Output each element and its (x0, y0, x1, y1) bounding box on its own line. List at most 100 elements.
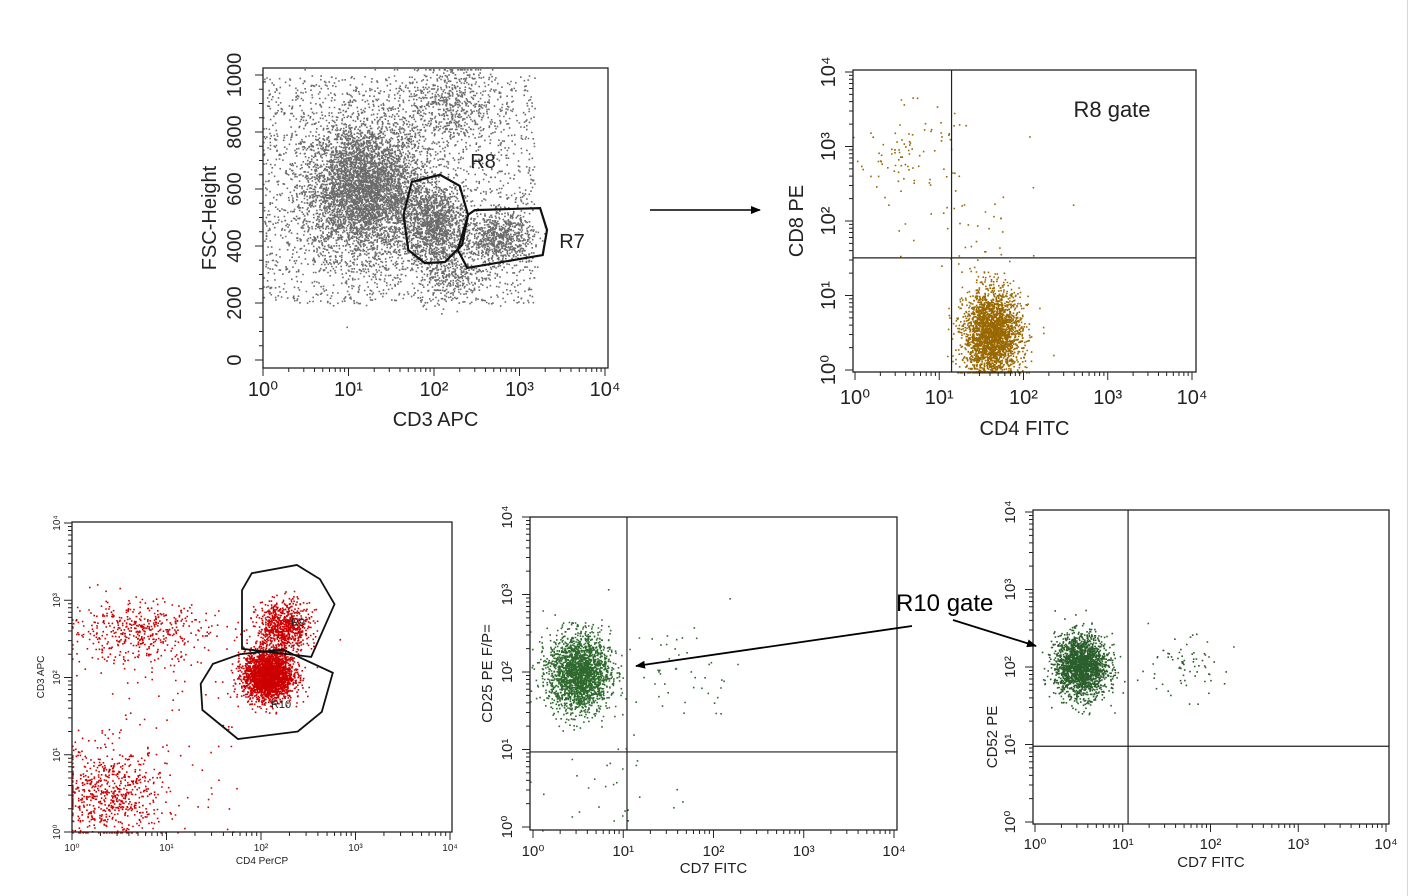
x-tick-label: 10² (1009, 387, 1038, 409)
x-tick-label: 10⁴ (590, 379, 621, 401)
y-tick-label: 10¹ (52, 747, 63, 762)
y-tick-label: 10³ (818, 132, 840, 161)
x-tick-label: 10¹ (925, 387, 954, 409)
point-cloud (263, 75, 536, 305)
point-cloud (378, 69, 516, 161)
point-cloud (385, 157, 491, 284)
population-2 (1142, 622, 1235, 705)
gate-r7[interactable] (456, 206, 549, 270)
x-tick-label: 10² (703, 843, 725, 860)
data-points (530, 589, 739, 832)
population-2 (635, 598, 739, 715)
population-3 (72, 584, 220, 684)
y-tick-label: 10² (818, 206, 840, 235)
x-tick-label: 10³ (348, 843, 363, 854)
point-cloud (1041, 609, 1139, 716)
data-points (853, 97, 1075, 374)
y-tick-label: 10⁴ (52, 515, 63, 530)
y-axis-label: CD3 APC (36, 656, 47, 699)
x-tick-label: 10¹ (334, 379, 363, 401)
x-tick-label: 10⁴ (1374, 836, 1397, 853)
population-1 (947, 260, 1055, 374)
point-cloud (445, 182, 547, 275)
x-tick-label: 10³ (1093, 387, 1122, 409)
population-4 (72, 718, 213, 834)
y-tick-label: 10⁰ (52, 824, 63, 839)
point-cloud (530, 734, 684, 832)
y-tick-label: 1000 (224, 53, 246, 98)
x-tick-label: 10⁰ (840, 387, 870, 409)
y-axis-label: CD52 PE (984, 706, 1001, 769)
point-cloud (72, 718, 213, 834)
population-6 (263, 75, 536, 305)
y-tick-label: 0 (224, 354, 246, 365)
point-cloud (1142, 622, 1235, 705)
plot-d: 10⁰ 10¹ 10² 10³ 10⁴ 10⁰ 10¹ 10² 10³ 10⁴ CD7 FITC CD… (479, 505, 906, 877)
y-tick-label: 600 (224, 172, 246, 205)
y-axis-label: CD25 PE F/P= (479, 624, 496, 723)
x-axis-label: CD7 FITC (1177, 854, 1245, 871)
y-tick-label: 200 (224, 286, 246, 319)
r10-gate-arrow-right (952, 619, 1037, 648)
x-axis-label: CD4 PerCP (236, 856, 289, 867)
data-points (72, 584, 342, 834)
gate-r8[interactable] (402, 173, 470, 265)
y-tick-label: 10¹ (1002, 734, 1019, 756)
plot-a: 10⁰ 10¹ 10² 10³ 10⁴ 0 200 400 600 800 1000 CD3 APC F… (199, 53, 620, 431)
x-axis-label: CD7 FITC (680, 860, 748, 877)
gate-label-r8: R8 (470, 151, 496, 173)
gate-r10[interactable] (199, 648, 334, 740)
y-tick-label: 10⁰ (818, 355, 840, 385)
point-cloud (853, 97, 967, 214)
y-tick-label: 10¹ (818, 281, 840, 310)
population-1 (1041, 609, 1139, 716)
axis-ticks (64, 522, 451, 840)
x-tick-label: 10⁴ (1177, 387, 1208, 409)
r10-gate-label: R10 gate (896, 590, 993, 617)
x-tick-label: 10⁰ (522, 843, 545, 860)
y-tick-label: 10² (499, 661, 516, 683)
gate-label-r10: R10 (271, 699, 291, 711)
y-tick-label: 400 (224, 229, 246, 262)
y-tick-label: 800 (224, 115, 246, 148)
y-tick-label: 10¹ (499, 739, 516, 761)
x-tick-label: 10² (254, 843, 269, 854)
point-cloud (72, 584, 220, 684)
population-2 (853, 97, 967, 214)
y-tick-label: 10⁴ (818, 57, 840, 88)
x-tick-label: 10³ (505, 379, 534, 401)
y-tick-label: 10⁴ (1002, 500, 1019, 523)
y-tick-label: 10³ (52, 592, 63, 607)
plot-b: 10⁰ 10¹ 10² 10³ 10⁴ 10⁰ 10¹ 10² 10³ 10⁴ CD4 FITC CD… (786, 57, 1207, 440)
x-axis-label: CD3 APC (393, 409, 479, 431)
plot-title: R8 gate (1073, 97, 1150, 122)
x-tick-label: 10¹ (1112, 836, 1134, 853)
gate-r9[interactable] (241, 564, 336, 658)
population-2 (245, 590, 342, 669)
y-axis-label: CD8 PE (786, 185, 808, 257)
plot-e: 10⁰ 10¹ 10² 10³ 10⁴ 10⁰ 10¹ 10² 10³ 10⁴ CD7 FITC CD… (984, 500, 1398, 871)
x-tick-label: 10² (420, 379, 449, 401)
x-tick-label: 10⁰ (64, 843, 79, 854)
y-tick-label: 10⁰ (1002, 811, 1019, 834)
y-tick-label: 10⁰ (499, 816, 516, 839)
x-tick-label: 10⁰ (248, 379, 278, 401)
point-cloud (635, 598, 739, 715)
axis-ticks (255, 74, 606, 376)
axis-ticks (1025, 511, 1387, 832)
x-tick-label: 10² (1200, 836, 1222, 853)
x-axis-label: CD4 FITC (980, 418, 1070, 440)
y-axis-label: FSC-Height (199, 165, 221, 270)
population-3 (530, 734, 684, 832)
data-points (263, 69, 547, 329)
population-3 (445, 182, 547, 275)
data-points (1041, 609, 1235, 716)
x-tick-label: 10³ (793, 843, 815, 860)
population-2 (385, 157, 491, 284)
point-cloud (226, 621, 310, 715)
x-tick-label: 10⁴ (882, 843, 905, 860)
plot-c: 10⁰ 10¹ 10² 10³ 10⁴ 10⁰ 10¹ 10² 10³ 10⁴ CD4 PerCP C… (36, 515, 458, 867)
population-1 (530, 589, 631, 732)
x-tick-label: 10³ (1287, 836, 1309, 853)
